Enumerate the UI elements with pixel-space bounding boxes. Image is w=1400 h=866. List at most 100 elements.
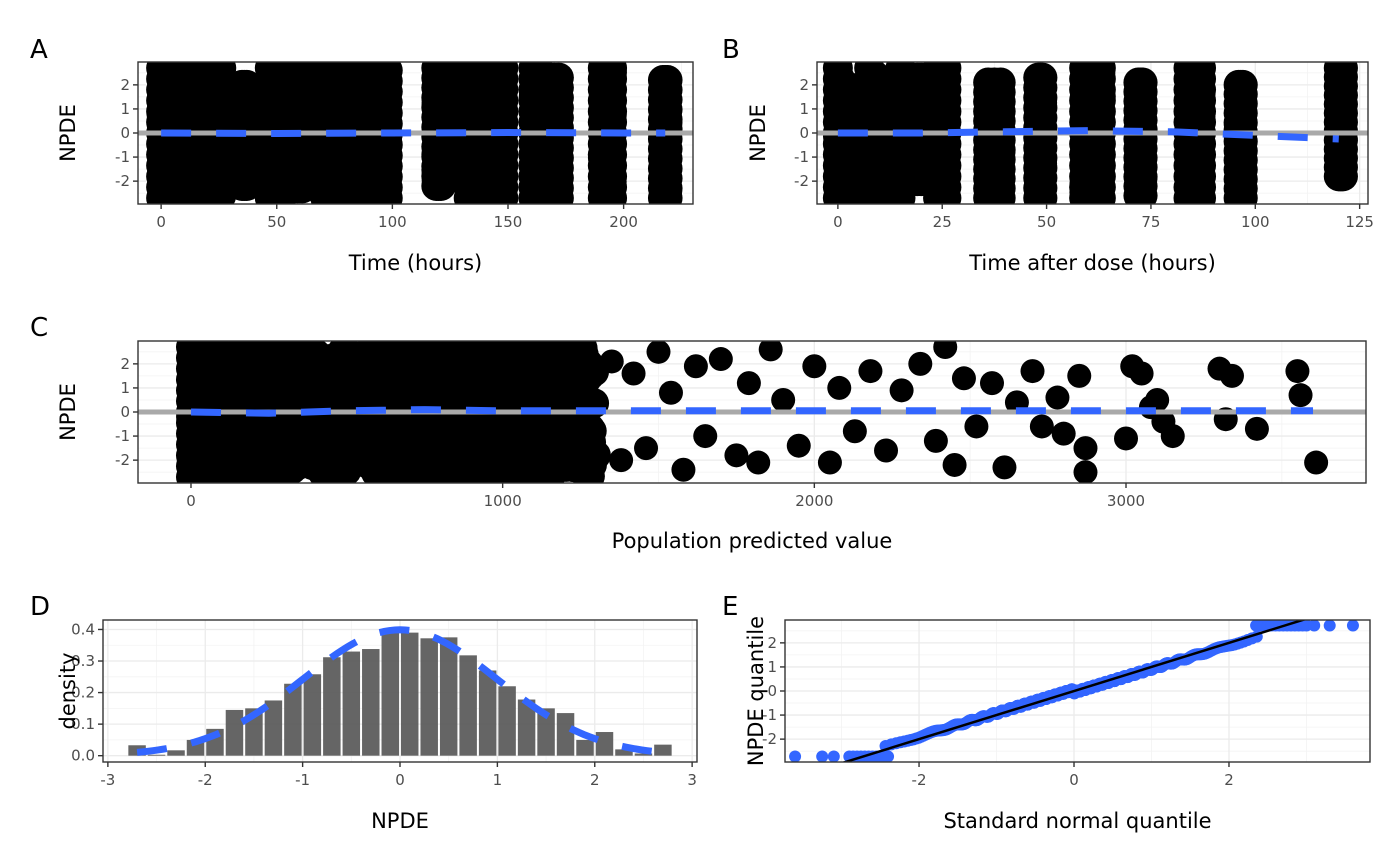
data-point (1244, 416, 1269, 441)
data-point (376, 411, 407, 442)
panel-b: 0 25 50 75 100 125 -2 -1 0 1 2 Time after dose (hou… (722, 35, 1374, 275)
x-tick-label: 0 (1069, 771, 1079, 789)
y-tick-label: -1 (762, 706, 777, 724)
panel-label: D (30, 592, 50, 622)
data-point (1327, 62, 1358, 84)
point-column (421, 62, 456, 201)
y-tick-label: -1 (115, 427, 130, 445)
histogram-bar (225, 709, 244, 756)
x-tick-label: 150 (494, 213, 523, 231)
data-point (827, 375, 852, 400)
data-point (543, 62, 574, 93)
normal-density-curve (136, 626, 664, 756)
histogram-bar (147, 754, 166, 756)
x-tick-label: 0 (186, 492, 196, 510)
data-point (842, 419, 867, 444)
point-column (277, 62, 318, 204)
data-point (951, 366, 976, 391)
data-point (736, 371, 761, 396)
data-point (287, 62, 318, 84)
y-tick-label: -2 (115, 451, 130, 469)
data-point (527, 341, 558, 366)
trend-line (837, 127, 1339, 143)
data-point (315, 424, 346, 455)
panel-a: 0 50 100 150 200 -2 -1 0 1 2 Time (hours) NPDE A (30, 35, 694, 275)
x-tick-label: -2 (912, 771, 927, 789)
y-tick-label: 2 (120, 355, 130, 373)
point-column (1023, 62, 1058, 204)
data-point (1073, 460, 1098, 483)
data-point (1219, 363, 1244, 388)
x-axis-title: Time after dose (hours) (968, 251, 1216, 275)
data-point (609, 448, 634, 473)
y-tick-label: 0 (120, 124, 130, 142)
data-point (889, 378, 914, 403)
points-layer (146, 62, 683, 204)
data-point (400, 451, 431, 482)
qq-point-outlier (1346, 620, 1359, 632)
data-point (671, 457, 696, 482)
y-tick-label: 0.2 (71, 684, 95, 702)
data-point (964, 414, 989, 439)
histogram-bar (362, 649, 380, 756)
y-tick-label: -1 (115, 148, 130, 166)
x-tick-label: 50 (267, 213, 286, 231)
x-tick-label: 75 (1141, 213, 1160, 231)
data-point (242, 341, 273, 365)
x-tick-label: 125 (1345, 213, 1374, 231)
x-axis-title: Standard normal quantile (943, 809, 1211, 833)
data-point (1027, 62, 1058, 93)
y-tick-label: 0 (767, 682, 777, 700)
data-point (372, 62, 403, 86)
data-point (854, 62, 885, 84)
data-point (1285, 359, 1310, 384)
data-point (1304, 450, 1329, 475)
x-tick-label: 2 (590, 771, 600, 789)
histogram-bar (167, 750, 185, 756)
data-point (525, 456, 556, 483)
bars-layer (128, 629, 672, 756)
point-column (973, 67, 1016, 204)
data-point (1138, 395, 1163, 420)
data-point (942, 452, 967, 477)
y-tick-label: 1 (767, 658, 777, 676)
histogram-bar (303, 674, 322, 756)
x-tick-label: 25 (933, 213, 952, 231)
data-point (908, 351, 933, 376)
histogram-bar (284, 683, 302, 756)
point-column (534, 62, 574, 204)
panel-label: B (722, 35, 740, 65)
panel-e: -2 0 2 -2 -1 0 1 2 Standard normal quantile NPDE … (722, 592, 1371, 833)
x-axis-title: Population predicted value (612, 529, 893, 553)
data-point (423, 456, 454, 483)
data-point (275, 416, 306, 447)
qq-point-outlier (816, 750, 829, 762)
data-point (1127, 67, 1158, 98)
y-tick-label: -1 (794, 148, 809, 166)
histogram-bar (478, 670, 497, 756)
x-tick-label: 100 (378, 213, 407, 231)
histogram-bar (576, 739, 594, 756)
y-tick-label: 2 (799, 76, 809, 94)
y-tick-label: 0 (120, 403, 130, 421)
x-tick-label: -3 (100, 771, 115, 789)
histogram-bar (401, 632, 419, 756)
point-column (923, 62, 962, 204)
x-tick-label: 3 (687, 771, 697, 789)
y-axis-title: NPDE quantile (744, 616, 768, 766)
point-column (1223, 69, 1258, 204)
qq-point-outlier (1323, 620, 1336, 632)
data-point (1073, 436, 1098, 461)
histogram-bar (498, 686, 516, 756)
x-tick-label: 3000 (1107, 492, 1145, 510)
points-layer (822, 62, 1358, 204)
data-point (1020, 359, 1045, 384)
x-tick-label: 200 (609, 213, 638, 231)
qq-point-outlier (789, 750, 802, 762)
y-axis-title: density (56, 653, 80, 730)
data-point (621, 361, 646, 386)
point-column (1069, 62, 1116, 204)
x-tick-label: 50 (1037, 213, 1056, 231)
data-point (693, 424, 718, 449)
